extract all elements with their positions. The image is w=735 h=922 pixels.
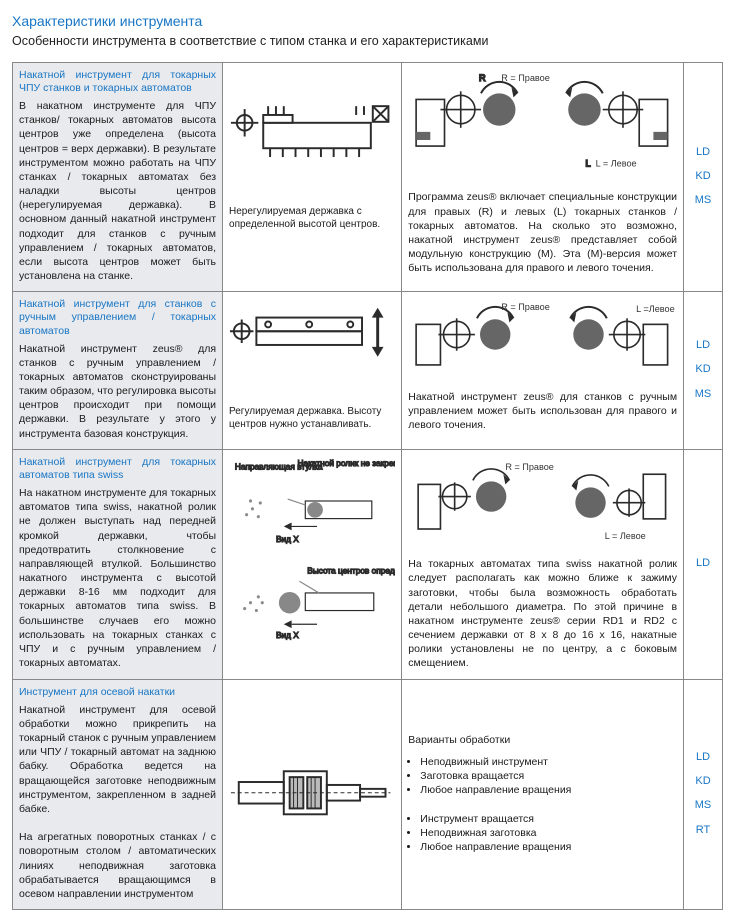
figure1-caption: Нерегулируемая державка с определенной в… bbox=[229, 206, 395, 231]
row-heading: Накатной инструмент для токарных ЧПУ ста… bbox=[19, 69, 216, 95]
codes-cell: LD bbox=[684, 449, 723, 679]
variants-title: Варианты обработки bbox=[408, 733, 677, 747]
side-text: Накатной инструмент zeus® для станков с … bbox=[408, 390, 677, 433]
list-item: Неподвижная заготовка bbox=[420, 826, 677, 840]
variants-list-a: Неподвижный инструмент Заготовка вращает… bbox=[408, 755, 677, 798]
description-cell: Накатной инструмент для станков с ручным… bbox=[13, 292, 223, 450]
table-row: Накатной инструмент для станков с ручным… bbox=[13, 292, 723, 450]
list-item: Заготовка вращается bbox=[420, 769, 677, 783]
table-row: Накатной инструмент для токарных автомат… bbox=[13, 449, 723, 679]
figure1-caption: Регулируемая державка. Высоту центров ну… bbox=[229, 406, 395, 431]
row-body: В накатном инструменте для ЧПУ станков/ … bbox=[19, 100, 216, 282]
figure2-cell: R = Правое L = Левое На токарных автомат… bbox=[402, 449, 684, 679]
description-cell: Инструмент для осевой накатки Накатной и… bbox=[13, 679, 223, 910]
svg-text:L =Левое: L =Левое bbox=[636, 304, 675, 314]
row-body2: На агрегатных поворотных станках / с пов… bbox=[19, 831, 216, 900]
svg-text:Высота центров определена: Высота центров определена bbox=[307, 565, 395, 575]
list-item: Неподвижный инструмент bbox=[420, 755, 677, 769]
axial-tool-diagram bbox=[229, 738, 395, 846]
svg-text:R = Правое: R = Правое bbox=[502, 73, 551, 83]
code: LD bbox=[690, 140, 716, 164]
svg-text:Накатной ролик не закреплен вы: Накатной ролик не закреплен выше верхнег… bbox=[297, 458, 395, 468]
swiss-diagram: Направляющая втулка Накатной ролик не за… bbox=[229, 456, 395, 642]
row-body: Накатной инструмент zeus® для станков с … bbox=[19, 343, 216, 440]
list-item: Любое направление вращения bbox=[420, 840, 677, 854]
holder-fixed-diagram bbox=[229, 69, 395, 196]
figure1-cell: Направляющая втулка Накатной ролик не за… bbox=[223, 449, 402, 679]
code: KD bbox=[690, 769, 716, 793]
row-body: Накатной инструмент для осевой обработки… bbox=[19, 704, 216, 815]
rl-diagram: R L R = Правое L = Левое bbox=[408, 69, 677, 181]
codes-cell: LD KD MS bbox=[684, 292, 723, 450]
code: MS bbox=[690, 793, 716, 817]
svg-text:R = Правое: R = Правое bbox=[506, 462, 555, 472]
svg-text:L: L bbox=[586, 158, 591, 168]
rl-diagram: R = Правое L =Левое bbox=[408, 298, 677, 379]
spec-table: Накатной инструмент для токарных ЧПУ ста… bbox=[12, 62, 723, 910]
description-cell: Накатной инструмент для токарных автомат… bbox=[13, 449, 223, 679]
description-cell: Накатной инструмент для токарных ЧПУ ста… bbox=[13, 62, 223, 291]
figure2-cell: R = Правое L =Левое Накатной инструмент … bbox=[402, 292, 684, 450]
figure1-cell: Регулируемая державка. Высоту центров ну… bbox=[223, 292, 402, 450]
holder-adj-diagram bbox=[229, 298, 395, 396]
list-item: Инструмент вращается bbox=[420, 812, 677, 826]
code: KD bbox=[690, 357, 716, 381]
svg-text:L = Левое: L = Левое bbox=[596, 158, 637, 168]
page-subtitle: Особенности инструмента в соответствие с… bbox=[12, 33, 723, 50]
table-row: Инструмент для осевой накатки Накатной и… bbox=[13, 679, 723, 910]
svg-text:Вид X: Вид X bbox=[276, 630, 299, 640]
side-text: Программа zeus® включает специальные кон… bbox=[408, 190, 677, 275]
variants-list-b: Инструмент вращается Неподвижная заготов… bbox=[408, 812, 677, 855]
svg-text:Вид X: Вид X bbox=[276, 534, 299, 544]
svg-text:L = Левое: L = Левое bbox=[605, 531, 646, 541]
codes-cell: LD KD MS RT bbox=[684, 679, 723, 910]
code: KD bbox=[690, 164, 716, 188]
code: MS bbox=[690, 188, 716, 212]
figure2-cell: Варианты обработки Неподвижный инструмен… bbox=[402, 679, 684, 910]
row-heading: Инструмент для осевой накатки bbox=[19, 686, 216, 699]
row-heading: Накатной инструмент для токарных автомат… bbox=[19, 456, 216, 482]
table-row: Накатной инструмент для токарных ЧПУ ста… bbox=[13, 62, 723, 291]
code: LD bbox=[690, 745, 716, 769]
code: LD bbox=[690, 333, 716, 357]
side-text: На токарных автоматах типа swiss накатно… bbox=[408, 557, 677, 670]
code: MS bbox=[690, 382, 716, 406]
row-heading: Накатной инструмент для станков с ручным… bbox=[19, 298, 216, 337]
code: LD bbox=[690, 551, 716, 575]
figure1-cell: Нерегулируемая державка с определенной в… bbox=[223, 62, 402, 291]
row-body: На накатном инструменте для токарных авт… bbox=[19, 487, 216, 669]
figure2-cell: R L R = Правое L = Левое Программа zeus®… bbox=[402, 62, 684, 291]
rl-diagram: R = Правое L = Левое bbox=[408, 456, 677, 547]
svg-text:R = Правое: R = Правое bbox=[502, 302, 551, 312]
svg-text:R: R bbox=[479, 73, 486, 83]
page-title: Характеристики инструмента bbox=[12, 12, 723, 31]
codes-cell: LD KD MS bbox=[684, 62, 723, 291]
figure1-cell bbox=[223, 679, 402, 910]
code: RT bbox=[690, 818, 716, 842]
list-item: Любое направление вращения bbox=[420, 783, 677, 797]
